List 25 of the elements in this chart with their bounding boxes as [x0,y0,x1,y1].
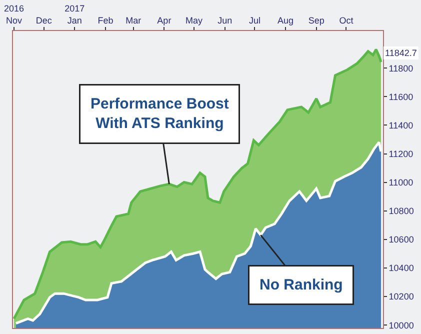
x-tick-label: 2016 Nov [4,4,24,26]
y-tick-label: 10800 [388,206,414,216]
y-tick-label: 11800 [388,63,414,74]
annotation: 11842.7 [385,48,417,58]
y-tick-label: 11400 [388,120,414,130]
y-tick-label: 10200 [388,292,414,302]
y-tick-label: 10600 [388,234,414,245]
annotation: Performance Boost With ATS Ranking [90,96,229,132]
x-tick-label: Dec [36,15,52,26]
y-tick-label: 10400 [388,263,414,274]
y-tick-label: 11200 [388,148,414,159]
annotation: No Ranking [260,276,343,294]
x-tick-label: Sep [308,15,324,26]
x-tick-label: Feb [98,15,114,26]
y-tick-label: 11000 [388,178,414,188]
x-tick-label: Jun [218,15,232,26]
x-tick-label: Apr [157,15,172,26]
y-tick-label: 11600 [388,92,414,102]
y-tick-label: 10000 [388,320,414,330]
x-tick-label: May [186,15,204,26]
x-tick-label: Oct [339,15,354,26]
x-tick-label: 2017 Jan [64,4,85,26]
x-tick-label: Mar [126,15,142,26]
x-tick-label: Jul [248,15,260,26]
x-tick-label: Aug [278,15,294,26]
